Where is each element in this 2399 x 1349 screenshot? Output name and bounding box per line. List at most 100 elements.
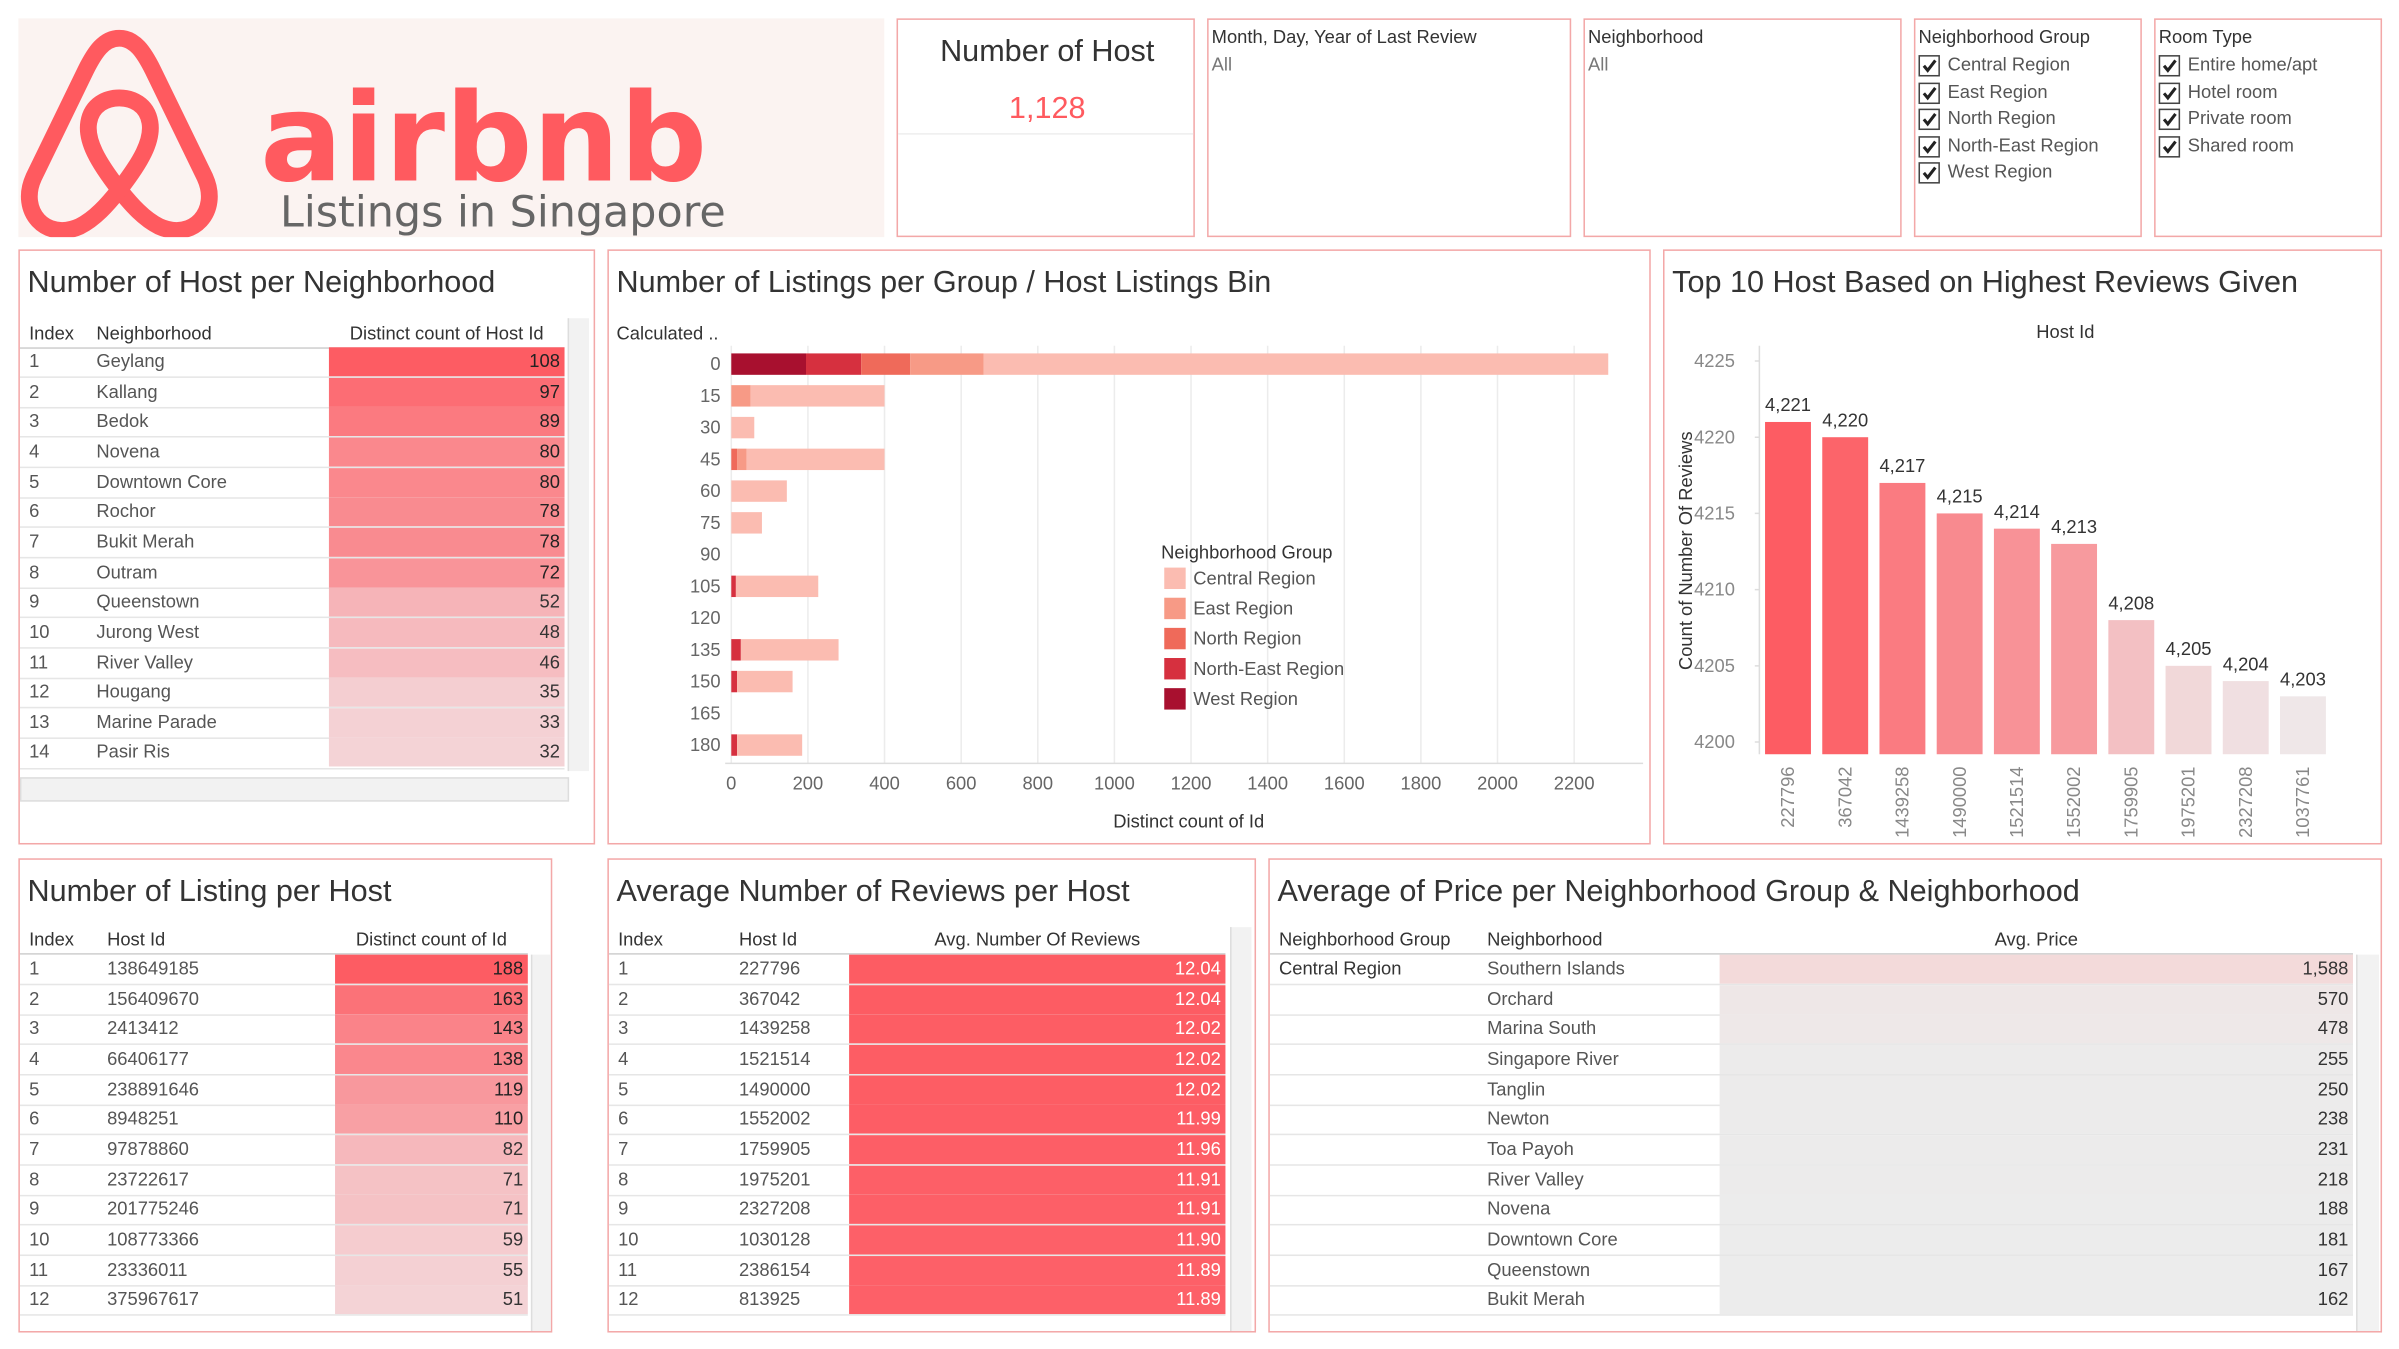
value-cell: 12.02	[849, 1044, 1226, 1074]
checkbox[interactable]	[1918, 162, 1940, 185]
table-cell: Tanglin	[1487, 1077, 1546, 1100]
table-cell: Toa Payoh	[1487, 1138, 1574, 1160]
checkmark	[1922, 140, 1937, 154]
table-cell: Novena	[1487, 1198, 1551, 1220]
y-tick-label: 60	[700, 480, 720, 501]
value-cell: 138	[335, 1044, 528, 1074]
scrollbar[interactable]	[2356, 954, 2379, 1332]
checkbox[interactable]	[2158, 81, 2181, 104]
scrollbar[interactable]	[1230, 927, 1252, 1332]
table-cell: 238891646	[107, 1077, 200, 1100]
column-header: Distinct count of Host Id	[349, 322, 544, 345]
row-divider	[19, 707, 565, 709]
table-cell: 1759905	[738, 1138, 811, 1160]
value-cell: 78	[328, 497, 565, 527]
column-header: Host Id	[107, 928, 166, 951]
filter-option[interactable]: Private room	[2158, 107, 2292, 131]
filter-option[interactable]: North-East Region	[1918, 134, 2099, 158]
row-divider	[19, 983, 528, 986]
table-cell: 813925	[738, 1288, 801, 1310]
brand: airbnb	[260, 67, 707, 210]
filter[interactable]: Neighborhood All	[1583, 18, 1902, 238]
table-cell: 201775246	[107, 1198, 200, 1220]
table-cell: Novena	[96, 440, 160, 462]
filter-option[interactable]: North Region	[1918, 107, 2056, 131]
checkbox[interactable]	[2158, 108, 2181, 131]
value-cell: 59	[335, 1225, 528, 1255]
value-cell: 570	[1719, 984, 2353, 1014]
filter[interactable]: Neighborhood Group Central Region East Reg…	[1913, 18, 2142, 238]
legend-swatch	[1164, 597, 1186, 620]
scrollbar[interactable]	[530, 954, 551, 1332]
table-cell: Kallang	[96, 380, 158, 402]
checkbox[interactable]	[2158, 135, 2181, 158]
value-cell: 250	[1719, 1074, 2353, 1104]
value-cell: 143	[335, 1014, 528, 1044]
filter[interactable]: Room Type Entire home/apt Hotel room Privat…	[2154, 18, 2383, 238]
legend-title: Neighborhood Group	[1161, 541, 1332, 562]
scrollbar[interactable]	[567, 318, 590, 772]
table-cell: Outram	[96, 560, 158, 583]
checkmark	[2162, 113, 2177, 127]
value-cell: 181	[1719, 1225, 2353, 1255]
kpi-value: 1,128	[1008, 91, 1086, 126]
table-cell: Pasir Ris	[96, 741, 170, 763]
table-cell: 2386154	[738, 1258, 811, 1280]
bar-segment	[731, 670, 738, 693]
checkbox[interactable]	[1918, 81, 1940, 104]
column-header: Index	[29, 322, 74, 345]
filter-option[interactable]: Central Region	[1918, 54, 2070, 77]
x-tick-label: 2200	[1554, 772, 1595, 793]
table-cell: 8	[29, 1168, 40, 1190]
filter-option[interactable]: West Region	[1918, 161, 2052, 185]
table-cell: 2	[29, 380, 40, 402]
bar-segment	[731, 353, 807, 375]
column-header: Distinct count of Id	[355, 928, 507, 951]
table-cell: 138649185	[107, 957, 200, 980]
table-panel: Number of Host per Neighborhood Index Nei…	[18, 249, 596, 845]
table-cell: 11	[29, 650, 49, 673]
table-cell: 97878860	[107, 1138, 189, 1160]
value-cell: 72	[328, 557, 565, 587]
bar-segment	[740, 639, 839, 661]
checkbox[interactable]	[1918, 108, 1940, 131]
checkmark	[2162, 86, 2177, 100]
checkbox[interactable]	[1918, 55, 1940, 77]
row-divider	[19, 466, 565, 469]
row-divider	[1269, 1164, 2353, 1166]
panel-title: Average of Price per Neighborhood Group …	[1277, 875, 2080, 909]
table-cell: 5	[29, 1077, 40, 1100]
y-tick-label: 90	[700, 544, 720, 565]
legend-label: North-East Region	[1193, 658, 1344, 679]
filter-title: Neighborhood	[1588, 26, 1704, 48]
table-cell: Singapore River	[1487, 1047, 1619, 1070]
value-cell: 11.91	[849, 1195, 1226, 1225]
filter-option[interactable]: Shared room	[2158, 134, 2294, 158]
bar-segment	[746, 448, 885, 471]
value-cell: 188	[1719, 1195, 2353, 1225]
filter-option[interactable]: Hotel room	[2158, 80, 2278, 104]
filter[interactable]: Month, Day, Year of Last Review All	[1207, 18, 1572, 238]
bar	[1879, 482, 1926, 755]
filter-value[interactable]: All	[1211, 53, 1233, 75]
legend-label: Central Region	[1193, 567, 1315, 588]
value-cell: 78	[328, 527, 565, 557]
scrollbar[interactable]	[19, 777, 570, 802]
x-tick-label: 400	[869, 772, 900, 793]
y-axis-label: Count of Number Of Reviews	[1675, 431, 1696, 670]
row-divider	[19, 1014, 528, 1016]
belo-icon	[20, 29, 218, 239]
filter-value[interactable]: All	[1588, 53, 1609, 75]
bar-segment	[750, 385, 885, 407]
filter-option[interactable]: Entire home/apt	[2158, 53, 2318, 77]
table-cell: Geylang	[96, 350, 165, 372]
checkbox[interactable]	[2158, 55, 2181, 77]
checkbox[interactable]	[1918, 135, 1940, 158]
checkmark	[1922, 113, 1937, 127]
y-axis-label: Calculated ..	[617, 323, 719, 344]
bar	[1822, 437, 1869, 755]
filter-option[interactable]: East Region	[1918, 80, 2048, 104]
value-cell: 119	[335, 1074, 528, 1104]
legend-swatch	[1164, 658, 1186, 680]
option-label: Entire home/apt	[2187, 53, 2318, 75]
